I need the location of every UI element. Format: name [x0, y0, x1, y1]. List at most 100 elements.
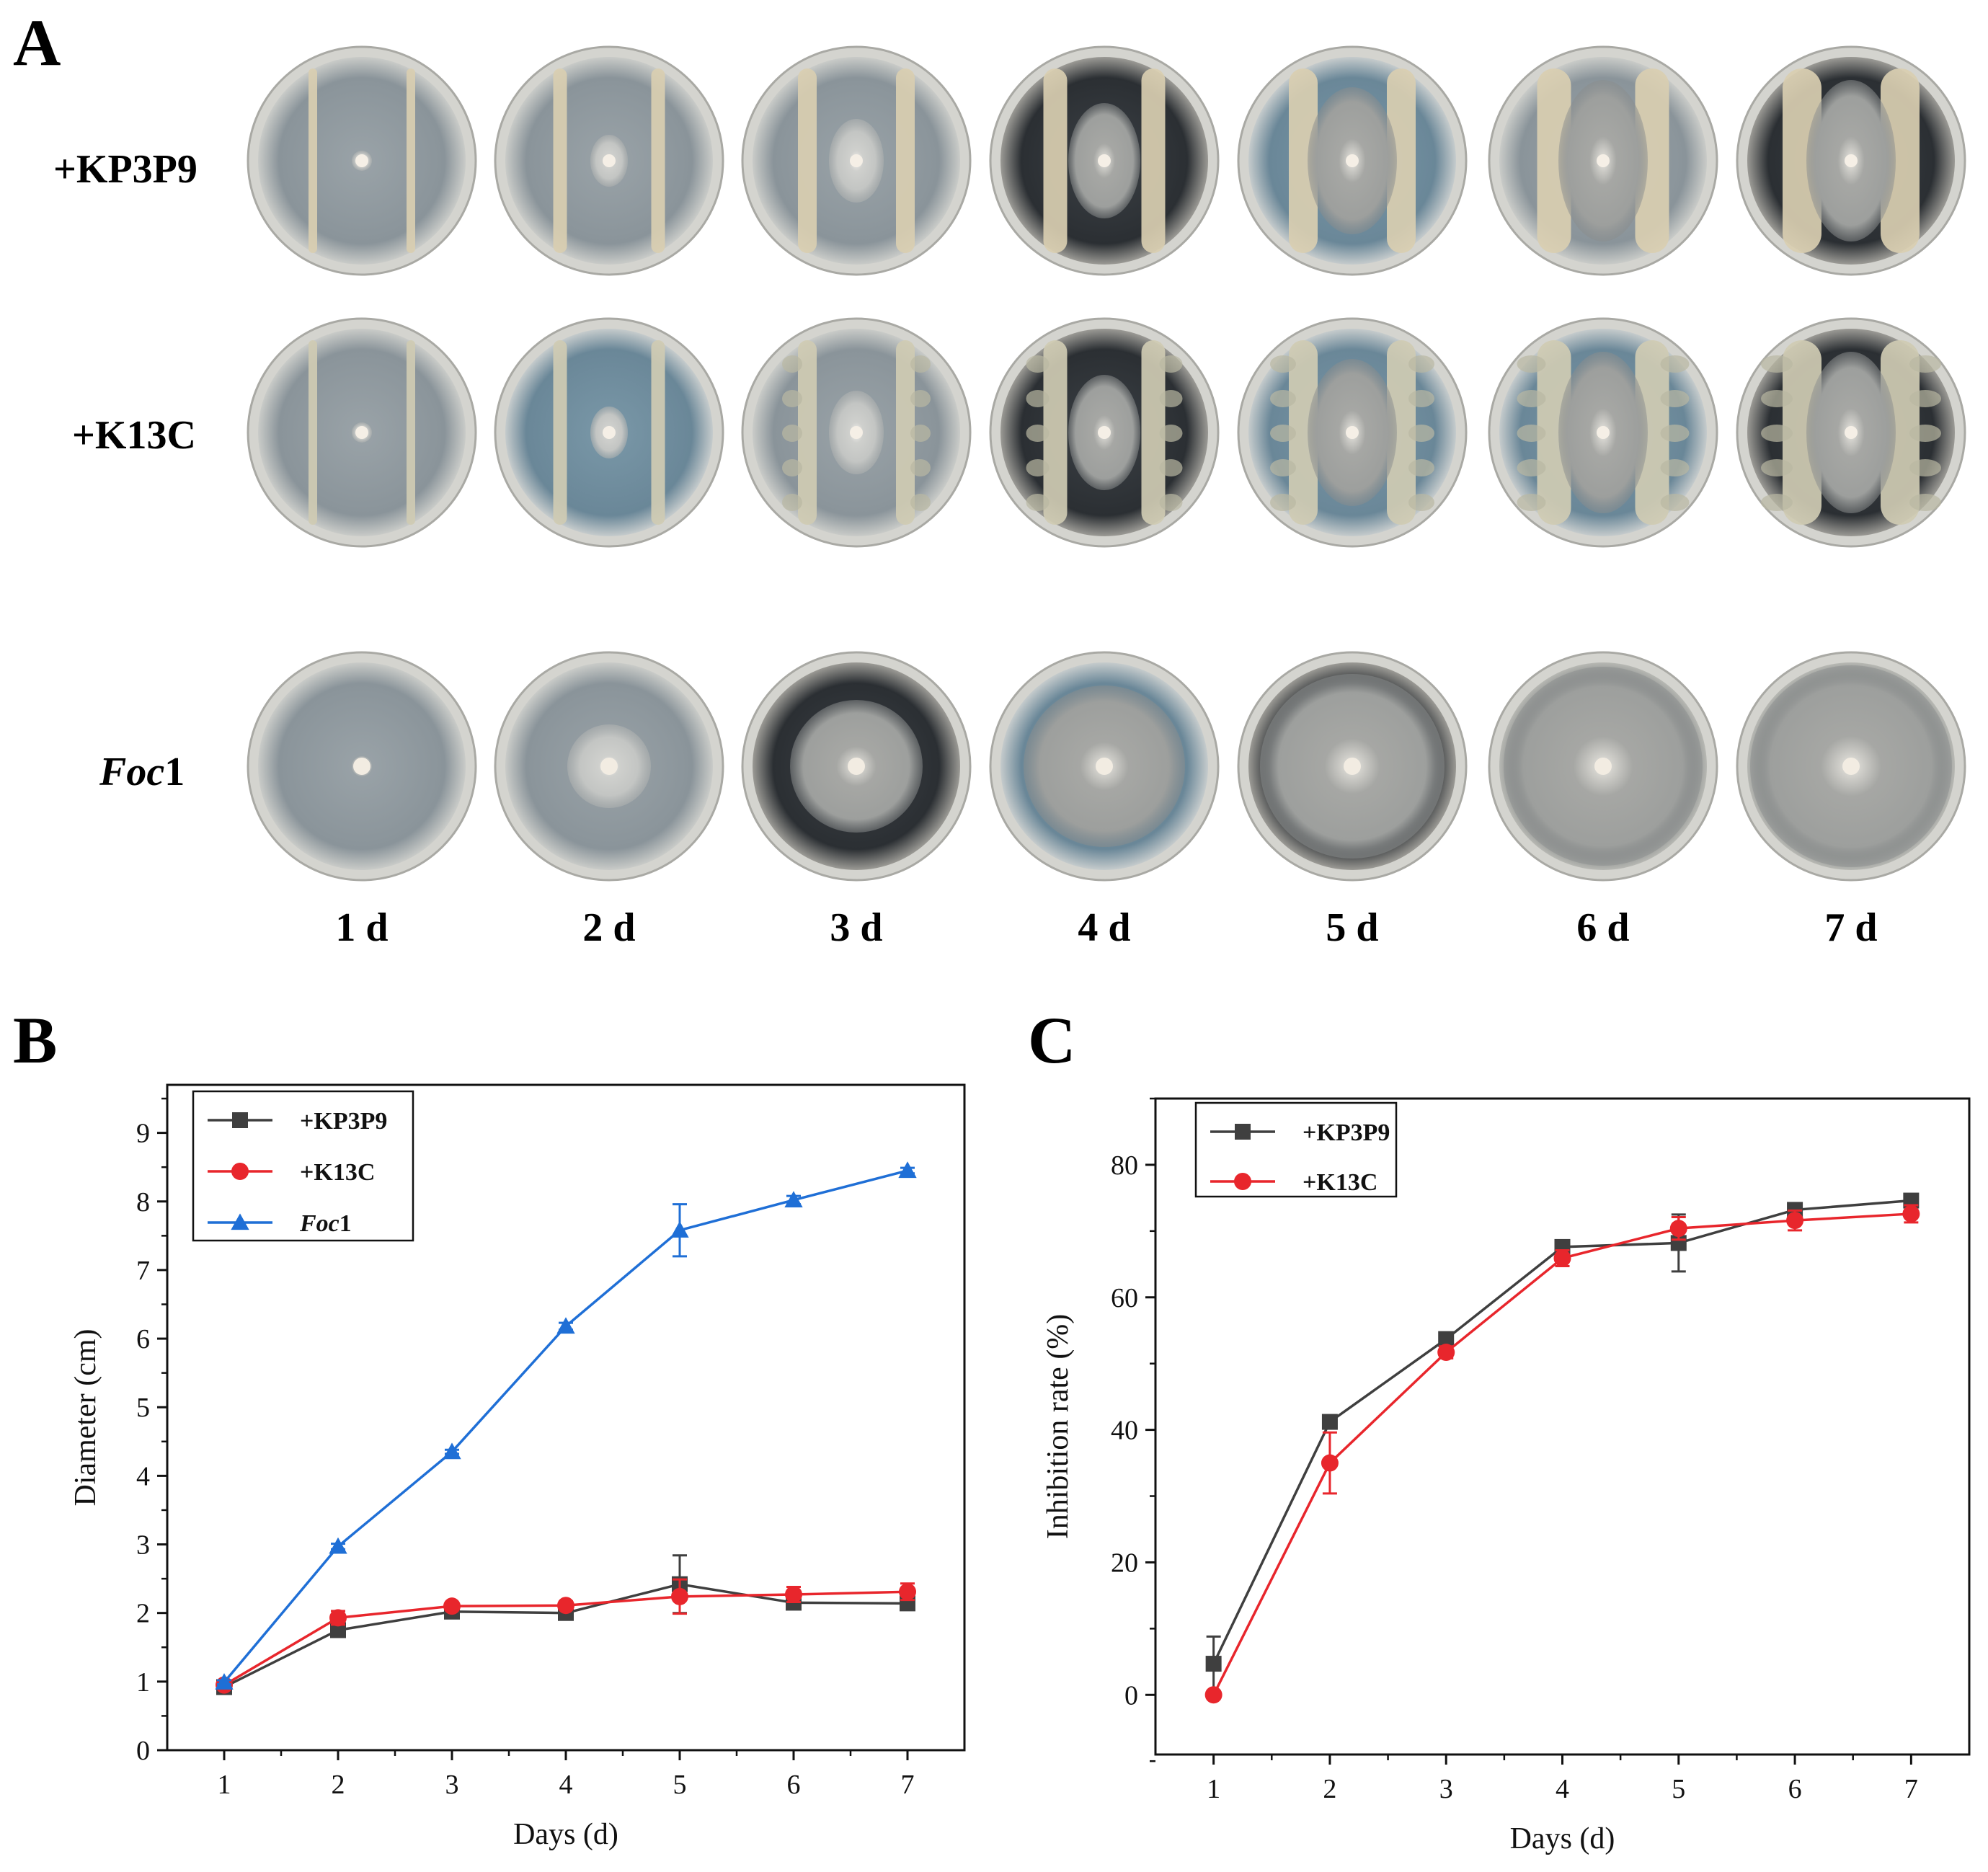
bacterial-streak	[553, 68, 567, 253]
y-tick-label: 4	[136, 1461, 150, 1491]
chart-b-diameter: 1 2 3 4 5 6 7 0 1 2 3 4 5 6 7 8 9 Days (d) Diameter (cm) +K…	[69, 1083, 966, 1851]
x-tick-label: 3	[1439, 1774, 1453, 1804]
petri-plate	[1488, 317, 1718, 548]
bacterial-streak	[1387, 340, 1416, 525]
petri-plate	[741, 317, 972, 548]
bacterial-streak	[1141, 340, 1166, 525]
y-tick-label: 0	[1124, 1680, 1138, 1711]
y-tick-label: 80	[1111, 1150, 1138, 1181]
chart-c-inhibition: 1 2 3 4 5 6 7 0 20 40 60 80 Days (d) Inhibition rate …	[1042, 1097, 1971, 1855]
data-point	[1786, 1212, 1804, 1230]
y-tick-label: 3	[136, 1530, 150, 1561]
data-point	[785, 1585, 802, 1603]
petri-plate	[1237, 45, 1468, 276]
x-tick-label: 6	[787, 1770, 801, 1800]
x-tick-label: 7	[1904, 1774, 1918, 1804]
x-tick-label: 7	[901, 1770, 915, 1800]
y-tick-label: 9	[136, 1119, 150, 1149]
petri-plate	[1736, 45, 1966, 276]
y-tick-label: 6	[136, 1324, 150, 1354]
y-tick-label: 7	[136, 1256, 150, 1286]
legend: +KP3P9 +K13C	[1194, 1101, 1398, 1198]
bacterial-streak	[1537, 340, 1571, 525]
petri-plate	[247, 651, 477, 882]
day-label-7: 7 d	[1824, 905, 1877, 950]
legend-label: Foc1	[299, 1210, 352, 1237]
row-label-kp3p9: +KP3P9	[53, 147, 198, 192]
x-tick-label: 3	[445, 1770, 459, 1800]
row-label-foc1: Foc1	[99, 750, 185, 794]
bacterial-streak	[798, 68, 817, 253]
data-point	[784, 1191, 803, 1207]
bacterial-streak	[1043, 68, 1068, 253]
data-point	[443, 1442, 461, 1460]
x-tick-label: 2	[1323, 1774, 1336, 1804]
petri-plate	[741, 45, 972, 276]
data-point	[556, 1317, 575, 1334]
row-labels: +KP3P9 +K13C Foc1	[53, 147, 198, 794]
x-axis-label: Days (d)	[513, 1818, 618, 1851]
bacterial-streak	[1387, 68, 1416, 253]
day-label-3: 3 d	[830, 905, 882, 950]
data-point	[1321, 1414, 1338, 1430]
x-tick-label: 5	[673, 1770, 687, 1800]
panel-a-letter: A	[13, 6, 61, 79]
data-point	[1205, 1656, 1222, 1672]
x-axis-label: Days (d)	[1510, 1822, 1615, 1855]
legend-marker	[231, 1163, 249, 1180]
series-kp3p9	[1205, 1192, 1920, 1693]
petri-plate	[989, 317, 1220, 548]
bacterial-streak	[309, 340, 317, 525]
y-tick-label: 40	[1111, 1416, 1138, 1446]
bacterial-streak	[896, 340, 915, 525]
data-point	[1902, 1205, 1920, 1223]
panel-b-letter: B	[13, 1003, 57, 1077]
petri-plate	[494, 651, 724, 882]
bacterial-streak	[1881, 340, 1920, 525]
bacterial-streak	[407, 68, 415, 253]
petri-plate	[741, 651, 972, 882]
petri-plate	[1736, 651, 1966, 882]
bacterial-streak	[309, 68, 317, 253]
series-line	[1212, 1212, 1912, 1696]
day-label-5: 5 d	[1326, 905, 1378, 950]
x-tick-label: 4	[1556, 1774, 1569, 1804]
x-tick-label: 4	[559, 1770, 573, 1800]
legend-label: +K13C	[1303, 1169, 1377, 1196]
petri-plate	[494, 45, 724, 276]
y-tick-label: 0	[136, 1736, 150, 1766]
petri-plate	[989, 45, 1220, 276]
y-tick-label: 5	[136, 1393, 150, 1423]
legend-label: +KP3P9	[1303, 1119, 1390, 1146]
data-point	[899, 1583, 916, 1601]
panel-a: A +KP3P9 +K13C Foc1 1 d 2 d 3 d 4 d 5 d …	[13, 6, 1966, 950]
x-tick-label: 5	[1672, 1774, 1685, 1804]
bacterial-streak	[1043, 340, 1068, 525]
x-tick-label: 1	[218, 1770, 231, 1800]
row-label-k13c: +K13C	[72, 413, 196, 458]
petri-plate	[247, 45, 477, 276]
y-tick-label: 2	[136, 1599, 150, 1629]
y-axis-label: Inhibition rate (%)	[1042, 1314, 1075, 1540]
legend: +KP3P9 +K13C Foc1	[192, 1090, 414, 1242]
panel-c-letter: C	[1028, 1003, 1075, 1077]
data-point	[329, 1609, 347, 1627]
series-k13c	[1204, 1204, 1920, 1704]
bacterial-streak	[1635, 340, 1669, 525]
bacterial-streak	[553, 340, 567, 525]
petri-plate	[1488, 45, 1718, 276]
day-label-6: 6 d	[1576, 905, 1629, 950]
legend-marker	[1234, 1173, 1251, 1190]
day-label-2: 2 d	[582, 905, 635, 950]
data-point	[330, 1622, 346, 1638]
bacterial-streak	[1783, 340, 1821, 525]
data-point	[215, 1673, 234, 1690]
bacterial-streak	[651, 68, 665, 253]
x-tick-label: 1	[1207, 1774, 1220, 1804]
data-point	[1438, 1331, 1455, 1347]
petri-plate	[494, 317, 724, 548]
legend-marker	[1235, 1124, 1251, 1140]
bacterial-streak	[407, 340, 415, 525]
data-point	[1437, 1344, 1455, 1362]
